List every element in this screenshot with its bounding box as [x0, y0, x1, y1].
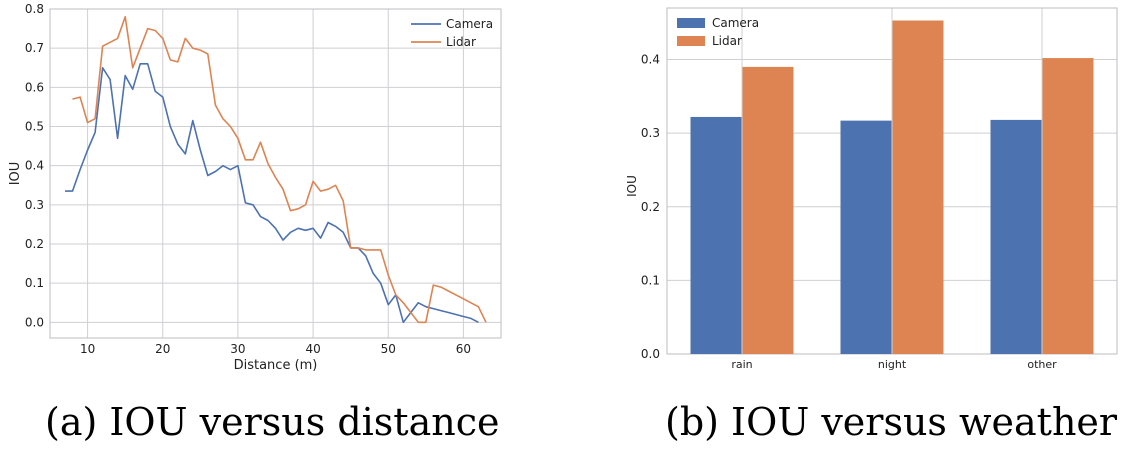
caption-b: (b) IOU versus weather [665, 400, 1118, 444]
y-tick-label: 0.4 [25, 159, 44, 173]
y-tick-label: 0.0 [641, 347, 660, 361]
legend-label-lidar: Lidar [446, 35, 476, 49]
y-axis-label: IOU [8, 162, 23, 186]
y-tick-label: 0.2 [641, 200, 660, 214]
bar-lidar-rain [742, 66, 794, 354]
legend: Camera Lidar [677, 16, 759, 48]
legend-label-camera: Camera [712, 16, 759, 30]
bar-camera-other [990, 119, 1042, 354]
plot-frame [666, 7, 1118, 355]
plot-frame [49, 8, 502, 339]
y-tick-label: 0.3 [25, 198, 44, 212]
caption-a: (a) IOU versus distance [45, 400, 500, 444]
y-tick-label: 0.8 [25, 2, 44, 16]
bar-lidar-other [1042, 58, 1094, 355]
series-line-lidar [72, 15, 487, 324]
y-tick-label: 0.3 [641, 126, 660, 140]
legend-label-lidar: Lidar [712, 34, 742, 48]
legend-swatch-lidar [677, 36, 705, 46]
y-axis-label: IOU [625, 175, 639, 197]
x-tick-label: 60 [456, 342, 471, 356]
y-tick-label: 0.1 [641, 273, 660, 287]
y-tick-label: 0.6 [25, 80, 44, 94]
bar-camera-night [840, 120, 892, 355]
legend-swatch-camera [677, 18, 705, 28]
x-tick-label: 10 [80, 342, 95, 356]
legend-label-camera: Camera [446, 17, 493, 31]
y-tick-label: 0.5 [25, 120, 44, 134]
x-tick-label: rain [731, 358, 752, 371]
iou-distance-chart: 10 20 30 40 50 60 0.0 0.1 0.2 0.3 0.4 0.5 0.6 0.7 0.8 D… [8, 2, 502, 373]
x-tick-label: 20 [155, 342, 170, 356]
iou-weather-chart: 0.0 0.1 0.2 0.3 0.4 rain night other IOU Camera Li… [625, 7, 1118, 371]
x-tick-label: 40 [305, 342, 320, 356]
bar-lidar-night [892, 20, 944, 355]
x-tick-label: 30 [230, 342, 245, 356]
y-tick-label: 0.0 [25, 315, 44, 329]
y-tick-label: 0.2 [25, 237, 44, 251]
legend: Camera Lidar [411, 17, 493, 49]
x-tick-label: night [878, 358, 907, 371]
y-tick-label: 0.7 [25, 41, 44, 55]
x-tick-label: other [1027, 358, 1057, 371]
series-line-camera [65, 62, 479, 324]
x-axis-label: Distance (m) [234, 358, 318, 373]
x-tick-label: 50 [381, 342, 396, 356]
y-tick-label: 0.4 [641, 53, 660, 67]
bar-camera-rain [690, 116, 742, 355]
figure-canvas: 10 20 30 40 50 60 0.0 0.1 0.2 0.3 0.4 0.5 0.6 0.7 0.8 D… [8, 2, 1118, 373]
y-tick-label: 0.1 [25, 276, 44, 290]
